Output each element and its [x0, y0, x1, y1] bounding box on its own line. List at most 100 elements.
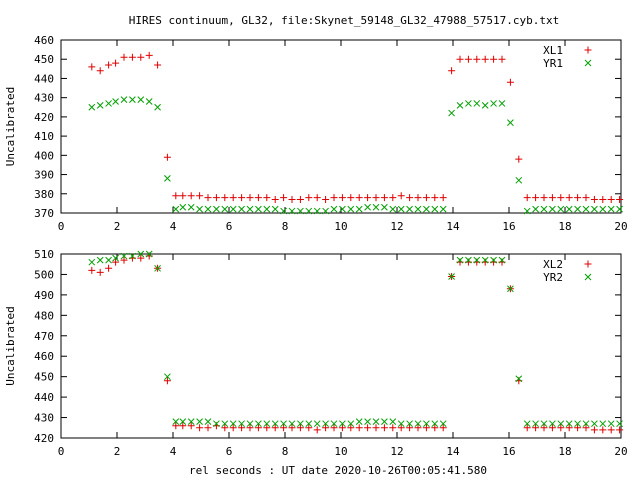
data-point	[490, 55, 498, 63]
data-point	[221, 420, 229, 428]
data-point	[179, 203, 187, 211]
y-tick-label: 460	[34, 350, 54, 363]
data-point	[330, 194, 338, 202]
x-tick-label: 14	[446, 220, 460, 233]
data-point	[397, 192, 405, 200]
data-point	[164, 373, 171, 381]
data-point	[574, 205, 581, 213]
data-point	[322, 424, 330, 432]
data-point	[574, 424, 582, 432]
data-point	[380, 194, 388, 202]
data-point	[523, 207, 531, 215]
data-point	[397, 205, 405, 213]
data-point	[414, 205, 422, 213]
data-point	[574, 194, 582, 202]
data-point	[607, 205, 615, 213]
data-point	[212, 194, 220, 202]
data-point	[96, 268, 104, 276]
y-tick-label: 420	[34, 432, 54, 445]
data-point	[88, 258, 96, 266]
data-point	[221, 205, 229, 213]
data-point	[389, 418, 397, 425]
data-point	[238, 194, 246, 202]
data-point	[347, 424, 355, 432]
data-point	[229, 205, 237, 213]
y-tick-label: 450	[34, 53, 54, 66]
data-point	[364, 203, 371, 211]
data-point	[128, 53, 136, 61]
data-point	[481, 55, 489, 63]
data-point	[423, 205, 430, 213]
data-point	[372, 424, 380, 432]
data-point	[238, 420, 245, 428]
data-point	[372, 203, 380, 211]
data-point	[271, 420, 279, 428]
data-point	[137, 96, 145, 103]
data-point	[196, 192, 204, 200]
y-tick-label: 410	[34, 130, 54, 143]
data-point	[599, 196, 607, 204]
data-point	[364, 418, 371, 425]
data-point	[221, 424, 229, 432]
data-point	[322, 196, 330, 204]
data-point	[271, 205, 279, 213]
data-point	[540, 205, 548, 213]
x-tick-label: 10	[334, 445, 347, 458]
data-point	[381, 418, 388, 425]
data-point	[330, 205, 338, 213]
data-point	[380, 424, 388, 432]
data-point	[120, 252, 128, 260]
data-point	[105, 256, 112, 264]
data-point	[498, 256, 506, 264]
data-point	[88, 266, 96, 274]
data-point	[187, 418, 195, 425]
data-point	[389, 205, 397, 213]
data-point	[557, 420, 565, 428]
data-point	[364, 424, 372, 432]
x-tick-label: 2	[114, 220, 121, 233]
data-point	[163, 153, 171, 161]
data-point	[105, 100, 112, 107]
legend-marker	[584, 59, 592, 67]
series-yr2	[88, 250, 623, 428]
data-point	[364, 194, 372, 202]
data-point	[473, 256, 481, 264]
y-tick-label: 470	[34, 330, 54, 343]
plot-frame-2	[60, 253, 622, 439]
data-point	[296, 424, 304, 432]
data-point	[254, 194, 262, 202]
data-point	[145, 250, 153, 258]
data-point	[490, 256, 497, 264]
data-point	[389, 424, 397, 432]
data-point	[515, 155, 523, 163]
data-point	[464, 55, 472, 63]
data-point	[448, 273, 455, 280]
data-point	[347, 420, 355, 428]
data-point	[238, 205, 245, 213]
y-tick-label: 480	[34, 309, 54, 322]
data-point	[297, 420, 304, 428]
x-tick-label: 4	[170, 445, 177, 458]
series-yr1	[88, 96, 623, 215]
x-tick-label: 10	[334, 220, 347, 233]
legend-label: XL2	[543, 258, 563, 271]
data-point	[339, 205, 346, 213]
data-point	[338, 194, 346, 202]
y-tick-label: 420	[34, 111, 54, 124]
x-tick-label: 6	[226, 445, 233, 458]
data-point	[557, 424, 565, 432]
data-point	[137, 254, 145, 262]
data-point	[616, 196, 624, 204]
data-point	[154, 103, 161, 111]
data-point	[288, 207, 296, 215]
x-tick-label: 12	[390, 445, 403, 458]
data-point	[507, 285, 514, 293]
data-point	[456, 102, 464, 109]
data-point	[532, 420, 539, 428]
data-point	[397, 424, 405, 432]
data-point	[172, 205, 180, 213]
data-point	[296, 196, 304, 204]
data-point	[105, 264, 113, 272]
data-point	[423, 420, 430, 428]
data-point	[313, 426, 321, 434]
